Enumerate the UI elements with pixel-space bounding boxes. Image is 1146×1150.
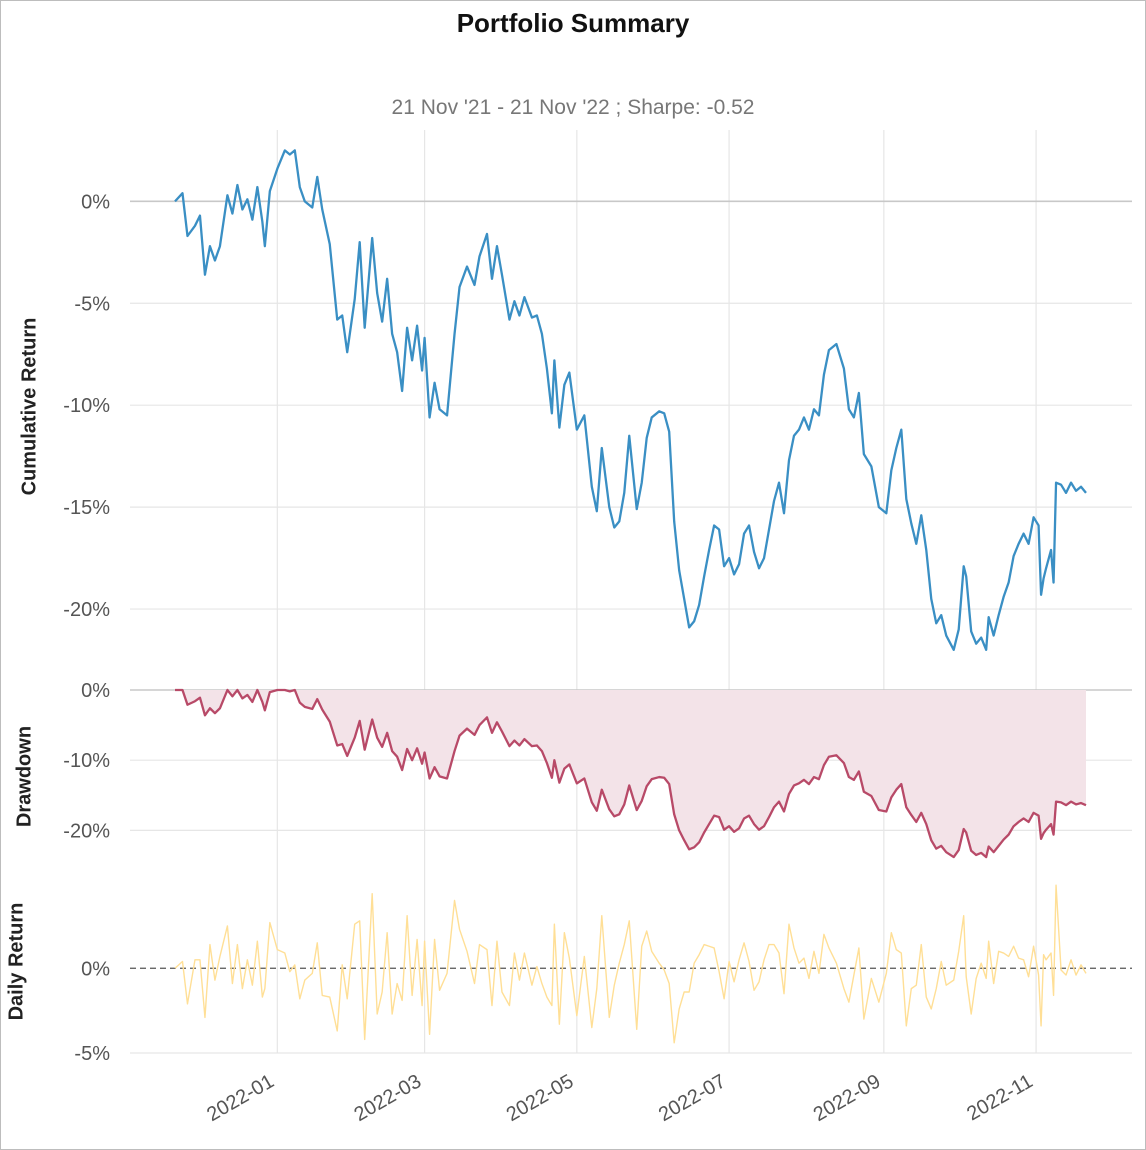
y-tick-label: -10% (63, 395, 110, 417)
y-tick-label: -20% (63, 599, 110, 621)
y-tick-label: -10% (63, 750, 110, 772)
chart-title: Portfolio Summary (456, 8, 690, 38)
chart-subtitle: 21 Nov '21 - 21 Nov '22 ; Sharpe: -0.52 (391, 96, 755, 119)
daily-return-line (174, 884, 1087, 1044)
x-tick-label: 2022-07 (655, 1070, 730, 1126)
x-tick-label: 2022-05 (503, 1070, 578, 1126)
y-tick-label: 0% (81, 680, 110, 702)
cumulative-return-line (174, 149, 1087, 651)
drawdown-line (175, 688, 1087, 859)
y-tick-label: -5% (74, 293, 110, 315)
y-tick-label: 0% (81, 958, 110, 980)
y-tick-label: -20% (63, 820, 110, 842)
y-tick-label: 0% (81, 191, 110, 213)
y-tick-label: -15% (63, 497, 110, 519)
x-tick-label: 2022-09 (810, 1070, 885, 1126)
y-tick-label: -5% (74, 1043, 110, 1065)
drawdown-area (175, 690, 1086, 858)
x-tick-label: 2022-01 (203, 1070, 278, 1126)
x-tick-label: 2022-11 (963, 1070, 1036, 1125)
x-tick-label: 2022-03 (351, 1070, 426, 1126)
